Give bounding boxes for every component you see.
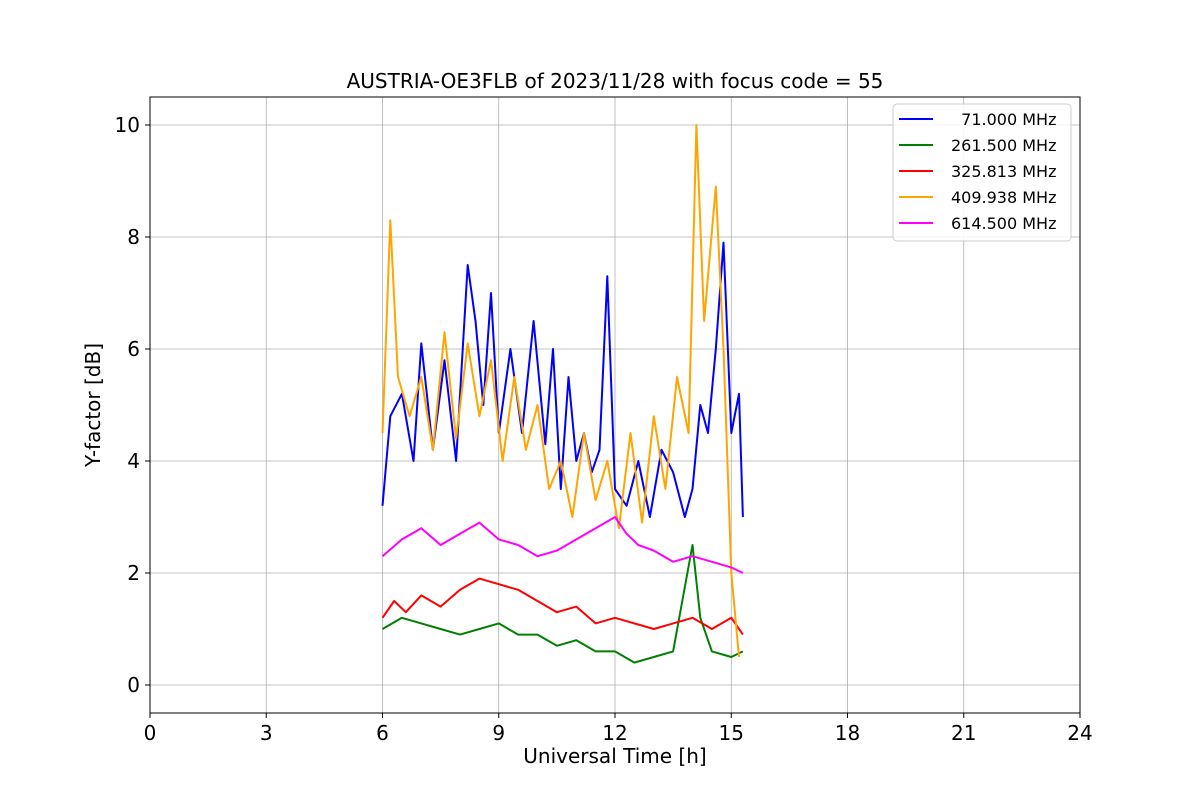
series-lines: [381, 124, 744, 664]
x-tick-label: 18: [835, 721, 860, 745]
y-tick-label: 8: [127, 225, 140, 249]
y-tick-label: 6: [127, 337, 140, 361]
x-tick-label: 21: [951, 721, 976, 745]
chart-title: AUSTRIA-OE3FLB of 2023/11/28 with focus …: [347, 69, 884, 93]
legend-box: [892, 103, 1072, 242]
series-line-3: [381, 124, 740, 658]
legend-label-3: 409.938 MHz: [951, 188, 1056, 207]
series-line-4: [381, 516, 744, 574]
legend-label-0: 71.000 MHz: [951, 110, 1056, 129]
legend-label-4: 614.500 MHz: [951, 214, 1056, 233]
y-tick-label: 10: [115, 113, 140, 137]
legend-label-1: 261.500 MHz: [951, 136, 1056, 155]
y-axis-label: Y-factor [dB]: [81, 343, 105, 468]
x-tick-label: 15: [719, 721, 744, 745]
legend: 71.000 MHz 261.500 MHz 325.813 MHz 409.938 …: [892, 103, 1072, 242]
y-tick-label: 0: [127, 673, 140, 697]
x-tick-label: 24: [1067, 721, 1092, 745]
x-tick-label: 3: [260, 721, 273, 745]
y-axis-ticks: 0 2 4 6 8 10: [115, 113, 150, 697]
x-tick-label: 12: [602, 721, 627, 745]
x-tick-label: 0: [144, 721, 157, 745]
series-line-2: [381, 577, 744, 636]
x-axis-label: Universal Time [h]: [523, 744, 706, 768]
series-line-0: [381, 241, 744, 518]
series-line-1: [382, 544, 744, 664]
legend-label-2: 325.813 MHz: [951, 162, 1056, 181]
y-tick-label: 4: [127, 449, 140, 473]
y-tick-label: 2: [127, 561, 140, 585]
x-tick-label: 6: [376, 721, 389, 745]
x-axis-ticks: 0 3 6 9 12 15 18 21 24: [144, 713, 1093, 745]
x-tick-label: 9: [492, 721, 505, 745]
